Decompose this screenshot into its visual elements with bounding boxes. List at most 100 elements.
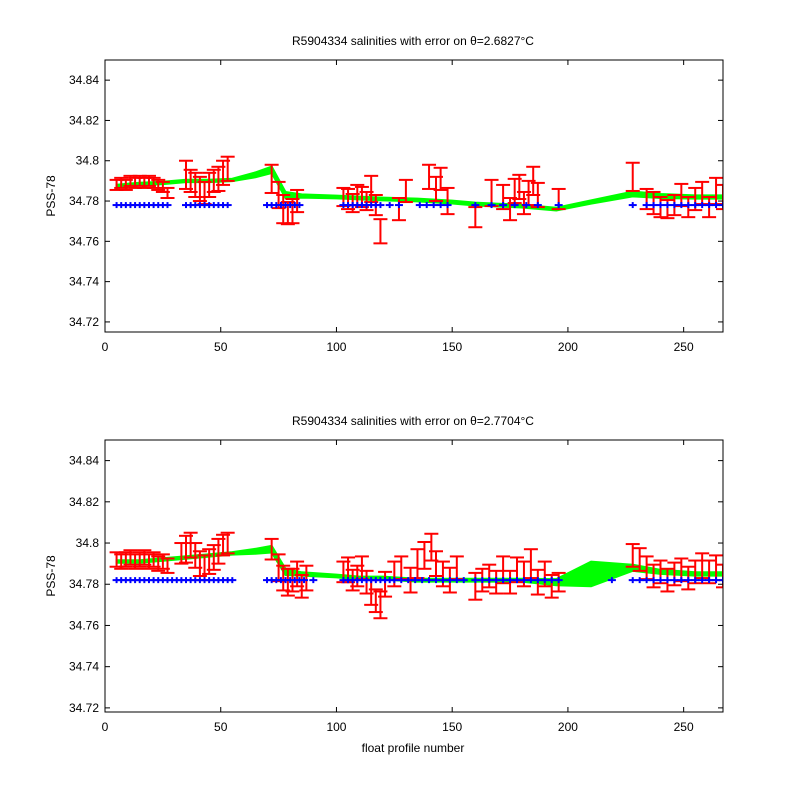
x-tick-label: 50: [214, 340, 228, 354]
y-axis-label: PSS-78: [44, 175, 58, 217]
x-tick-label: 200: [558, 340, 578, 354]
data-point: [533, 202, 542, 209]
error-bar: [398, 178, 413, 204]
x-tick-label: 150: [442, 720, 462, 734]
error-bar: [264, 163, 279, 194]
data-point: [431, 577, 440, 584]
y-tick-label: 34.8: [76, 536, 100, 550]
data-point: [429, 202, 438, 209]
error-bar: [632, 547, 647, 572]
error-bar: [299, 564, 314, 592]
data-point: [300, 577, 309, 584]
data-point: [628, 202, 637, 209]
data-point: [404, 577, 413, 584]
data-point: [452, 577, 461, 584]
data-point: [492, 577, 501, 584]
data-point: [397, 577, 406, 584]
data-point: [656, 577, 665, 584]
x-tick-label: 250: [674, 720, 694, 734]
y-tick-label: 34.78: [69, 577, 99, 591]
error-bar: [433, 166, 448, 191]
chart-top: R5904334 salinities with error on θ=2.68…: [44, 34, 724, 354]
chart-bottom: R5904334 salinities with error on θ=2.77…: [44, 414, 724, 755]
data-point: [436, 202, 445, 209]
y-tick-label: 34.82: [69, 113, 99, 127]
data-point: [309, 577, 318, 584]
y-tick-label: 34.84: [69, 454, 99, 468]
axes-box: [104, 439, 724, 713]
data-point: [649, 577, 658, 584]
x-axis-label: float profile number: [362, 741, 465, 755]
x-tick-label: 0: [102, 340, 109, 354]
error-bar: [440, 186, 455, 216]
data-point: [478, 577, 487, 584]
axes-box: [104, 59, 724, 333]
data-point: [499, 577, 508, 584]
x-tick-label: 50: [214, 720, 228, 734]
data-point: [394, 202, 403, 209]
data-point: [642, 577, 651, 584]
data-point: [438, 577, 447, 584]
x-tick-label: 100: [326, 720, 346, 734]
y-tick-label: 34.74: [69, 275, 99, 289]
data-point: [642, 202, 651, 209]
data-point: [684, 202, 693, 209]
data-point: [670, 577, 679, 584]
data-point: [677, 202, 686, 209]
data-point: [385, 202, 394, 209]
error-bar: [290, 188, 305, 214]
data-point: [705, 202, 714, 209]
x-tick-label: 150: [442, 340, 462, 354]
y-tick-label: 34.78: [69, 194, 99, 208]
data-point: [228, 577, 237, 584]
data-point: [163, 202, 172, 209]
plot-area: 0 50 100 150 200 250 34.72 34.74 34.76 34.78 34.8 3…: [69, 439, 724, 734]
data-point: [607, 577, 616, 584]
data-point: [649, 202, 658, 209]
y-tick-label: 34.72: [69, 315, 99, 329]
x-tick-label: 0: [102, 720, 109, 734]
data-point: [522, 202, 531, 209]
x-tick-label: 250: [674, 340, 694, 354]
error-bar: [482, 563, 497, 589]
data-point: [691, 577, 700, 584]
data-point: [471, 577, 480, 584]
data-point: [418, 577, 427, 584]
data-point: [719, 577, 723, 584]
data-point: [698, 577, 707, 584]
error-bar: [716, 183, 723, 211]
data-point: [663, 577, 672, 584]
data-point: [547, 577, 556, 584]
error-bar: [716, 563, 723, 589]
data-point: [554, 577, 563, 584]
data-point: [628, 577, 637, 584]
data-point: [487, 202, 496, 209]
y-tick-label: 34.76: [69, 234, 99, 248]
chart-title: R5904334 salinities with error on θ=2.77…: [292, 414, 534, 428]
error-bar: [428, 550, 443, 577]
data-point: [670, 202, 679, 209]
error-bar: [220, 155, 235, 182]
data-point: [684, 577, 693, 584]
data-point: [471, 202, 480, 209]
y-axis-label: PSS-78: [44, 555, 58, 597]
data-point: [705, 577, 714, 584]
y-tick-label: 34.74: [69, 660, 99, 674]
data-point: [712, 202, 721, 209]
y-tick-label: 34.76: [69, 618, 99, 632]
error-bar: [378, 570, 393, 598]
data-point: [499, 202, 508, 209]
y-tick-label: 34.82: [69, 495, 99, 509]
chart-title: R5904334 salinities with error on θ=2.68…: [292, 34, 534, 48]
data-point: [526, 577, 535, 584]
data-point: [443, 202, 452, 209]
data-point: [635, 577, 644, 584]
error-bar: [625, 161, 640, 192]
error-bar: [160, 557, 175, 574]
error-bar: [220, 531, 235, 555]
data-point: [719, 202, 723, 209]
x-tick-label: 200: [558, 720, 578, 734]
error-bar: [160, 186, 175, 200]
